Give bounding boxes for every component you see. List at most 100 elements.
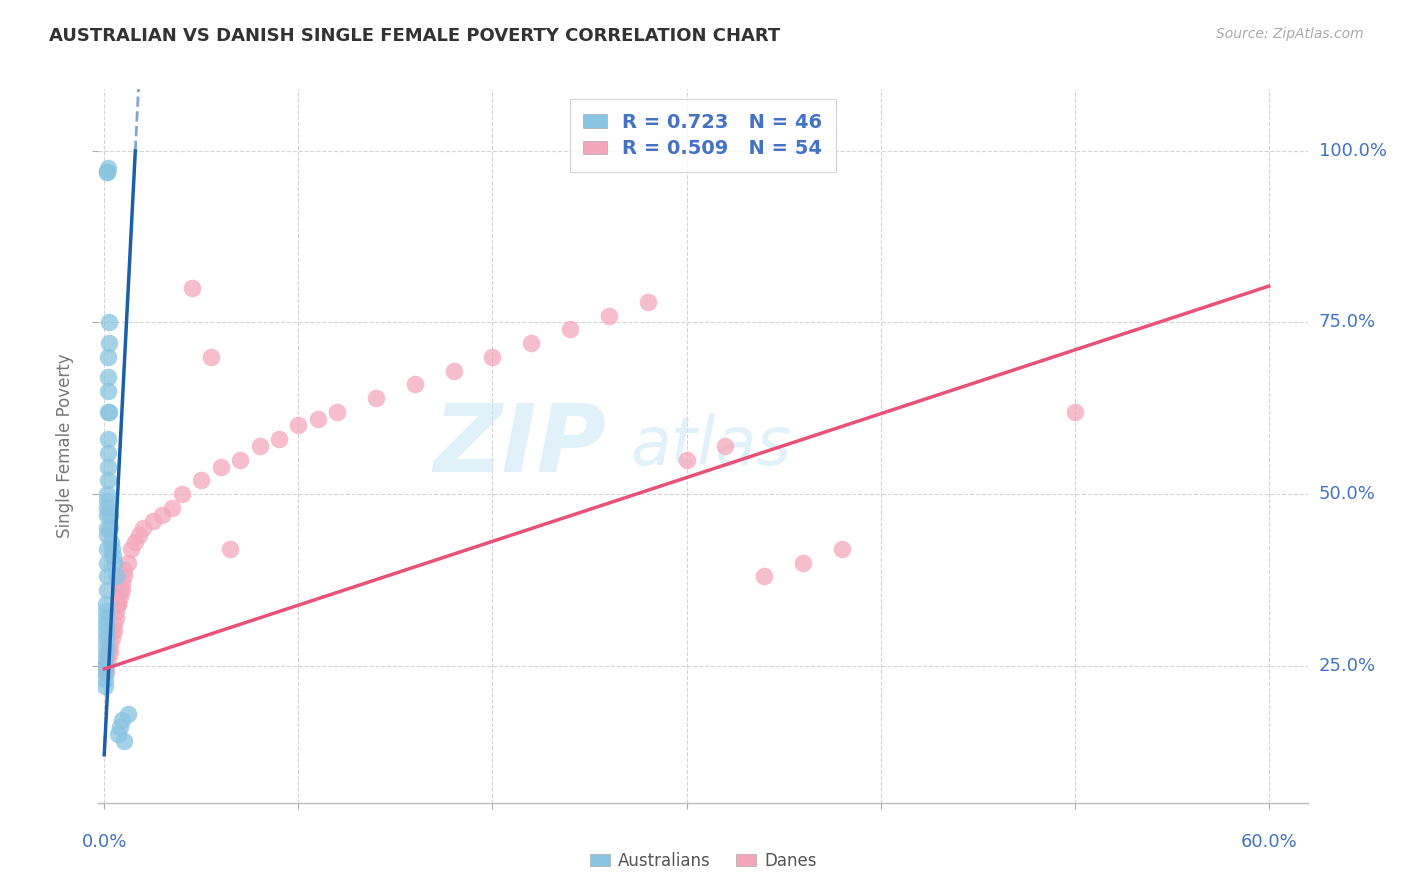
Point xyxy=(94,638,117,652)
Text: 100.0%: 100.0% xyxy=(1319,142,1386,160)
Text: AUSTRALIAN VS DANISH SINGLE FEMALE POVERTY CORRELATION CHART: AUSTRALIAN VS DANISH SINGLE FEMALE POVER… xyxy=(49,27,780,45)
Legend: R = 0.723   N = 46, R = 0.509   N = 54: R = 0.723 N = 46, R = 0.509 N = 54 xyxy=(569,99,837,172)
Point xyxy=(307,411,329,425)
Legend: Australians, Danes: Australians, Danes xyxy=(583,846,823,877)
Point xyxy=(98,638,121,652)
Point xyxy=(170,487,193,501)
Point xyxy=(107,597,129,611)
Point xyxy=(249,439,271,453)
Point xyxy=(96,494,118,508)
Point xyxy=(97,336,120,351)
Point xyxy=(1063,405,1085,419)
Point xyxy=(190,473,212,487)
Text: 25.0%: 25.0% xyxy=(1319,657,1376,674)
Point xyxy=(101,631,124,645)
Point xyxy=(112,734,135,748)
Point xyxy=(96,161,118,175)
Point xyxy=(103,624,125,639)
Point xyxy=(96,459,118,474)
Point xyxy=(326,405,349,419)
Point xyxy=(96,665,118,680)
Point xyxy=(108,590,131,604)
Point xyxy=(101,624,124,639)
Point xyxy=(520,336,543,351)
Point xyxy=(97,645,120,659)
Text: 0.0%: 0.0% xyxy=(82,833,127,851)
Point xyxy=(96,500,118,515)
Point xyxy=(160,500,183,515)
Point xyxy=(97,405,120,419)
Point xyxy=(98,508,121,522)
Point xyxy=(443,363,465,377)
Point xyxy=(132,521,155,535)
Point xyxy=(107,727,129,741)
Point xyxy=(209,459,232,474)
Point xyxy=(97,651,120,665)
Point xyxy=(267,432,290,446)
Point xyxy=(142,515,165,529)
Point xyxy=(108,720,131,734)
Point xyxy=(94,624,117,639)
Point xyxy=(96,556,118,570)
Point xyxy=(180,281,202,295)
Point xyxy=(598,309,620,323)
Point xyxy=(637,294,659,309)
Point xyxy=(714,439,737,453)
Point xyxy=(94,658,117,673)
Point xyxy=(97,350,120,364)
Y-axis label: Single Female Poverty: Single Female Poverty xyxy=(56,354,75,538)
Point xyxy=(287,418,309,433)
Point xyxy=(98,405,121,419)
Point xyxy=(111,714,134,728)
Point xyxy=(107,597,129,611)
Point xyxy=(112,569,135,583)
Text: atlas: atlas xyxy=(630,413,792,479)
Point xyxy=(97,370,120,384)
Point xyxy=(364,391,387,405)
Point xyxy=(117,706,139,721)
Point xyxy=(96,521,118,535)
Point xyxy=(103,617,125,632)
Point xyxy=(97,384,120,398)
Point xyxy=(94,673,117,687)
Point xyxy=(104,610,127,624)
Point xyxy=(675,452,697,467)
Point xyxy=(96,610,118,624)
Point xyxy=(96,604,118,618)
Point xyxy=(97,316,120,330)
Point xyxy=(404,377,426,392)
Point xyxy=(97,446,120,460)
Point xyxy=(96,508,118,522)
Point xyxy=(101,549,124,563)
Point xyxy=(96,473,118,487)
Point xyxy=(152,508,174,522)
Point xyxy=(103,556,125,570)
Point xyxy=(124,535,146,549)
Point xyxy=(792,556,814,570)
Point xyxy=(100,535,122,549)
Point xyxy=(94,645,117,659)
Point xyxy=(98,521,121,535)
Point xyxy=(96,583,118,598)
Point xyxy=(96,164,118,178)
Point xyxy=(481,350,503,364)
Text: 50.0%: 50.0% xyxy=(1319,485,1375,503)
Point xyxy=(120,541,142,556)
Point xyxy=(200,350,222,364)
Text: 60.0%: 60.0% xyxy=(1240,833,1298,851)
Point xyxy=(104,604,127,618)
Point xyxy=(94,651,117,665)
Point xyxy=(96,541,118,556)
Point xyxy=(101,541,124,556)
Point xyxy=(94,631,117,645)
Point xyxy=(558,322,581,336)
Text: ZIP: ZIP xyxy=(433,400,606,492)
Point xyxy=(96,617,118,632)
Point xyxy=(229,452,252,467)
Point xyxy=(111,576,134,591)
Point xyxy=(108,583,131,598)
Point xyxy=(96,658,118,673)
Point xyxy=(112,562,135,576)
Point xyxy=(219,541,242,556)
Point xyxy=(97,432,120,446)
